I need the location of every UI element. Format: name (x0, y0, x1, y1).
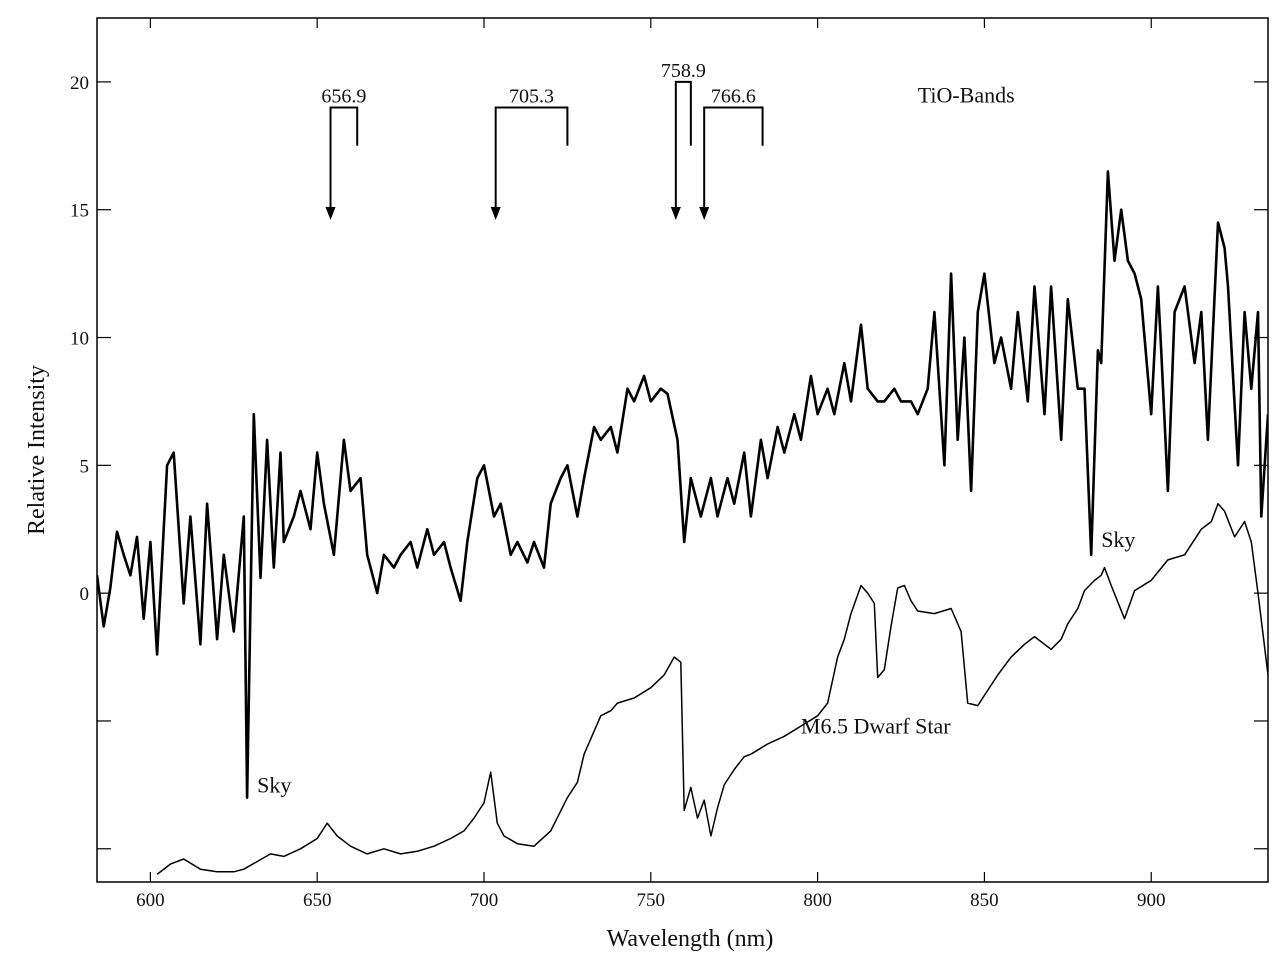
x-tick-label: 600 (136, 890, 165, 911)
spectrum-line (97, 170, 1268, 799)
annotations: Sky Sky M6.5 Dwarf Star TiO-Bands (257, 82, 1135, 797)
band-bracket (703, 106, 764, 208)
dwarf-star-line (156, 502, 1268, 875)
band-bracket (329, 106, 359, 208)
arrow-down-icon (325, 206, 336, 220)
annotation-label: M6.5 Dwarf Star (801, 714, 951, 739)
arrow-down-icon (490, 206, 501, 220)
band-label: 758.9 (661, 60, 706, 82)
series-group (97, 170, 1268, 875)
band-label: 766.6 (711, 85, 756, 107)
x-tick-label: 750 (637, 890, 666, 911)
band-label: 705.3 (509, 85, 554, 107)
arrow-down-icon (670, 206, 681, 220)
x-axis-title: Wavelength (nm) (607, 926, 774, 952)
x-tick-label: 850 (970, 890, 999, 911)
axes: 600 650 700 750 800 850 900 0 5 10 15 20 (70, 17, 1269, 911)
band-label: 656.9 (321, 85, 366, 107)
band-bracket (674, 80, 692, 208)
y-tick-label: 20 (70, 73, 89, 94)
arrow-down-icon (699, 206, 710, 220)
x-tick-label: 650 (303, 890, 332, 911)
band-bracket (494, 106, 569, 208)
x-tick-label: 900 (1137, 890, 1166, 911)
annotation-label: Sky (257, 773, 291, 798)
y-tick-label: 0 (80, 584, 90, 605)
y-tick-label: 5 (80, 456, 90, 477)
annotation-label: Sky (1101, 527, 1135, 552)
y-axis-title: Relative Intensity (24, 365, 50, 535)
annotation-label: TiO-Bands (918, 82, 1015, 107)
plot-frame (96, 17, 1269, 883)
y-tick-label: 10 (70, 329, 89, 350)
x-tick-label: 700 (470, 890, 499, 911)
x-tick-label: 800 (803, 890, 832, 911)
y-tick-label: 15 (70, 201, 89, 222)
